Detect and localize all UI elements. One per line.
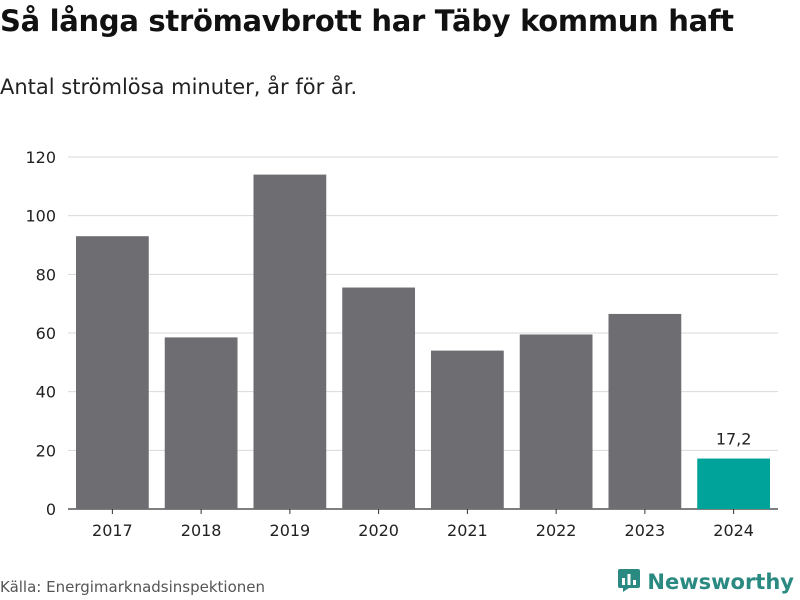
newsworthy-brand: Newsworthy	[617, 567, 794, 597]
bar-2018	[164, 337, 238, 509]
data-label: 17,2	[716, 430, 752, 449]
bar-chart: 0 20 40 60 80 100 120 2017 2018 2019 2020 2021 2022 2…	[25, 148, 778, 540]
newsworthy-logo-icon	[617, 567, 641, 597]
y-tick-label: 20	[36, 441, 56, 460]
x-tick-label: 2021	[447, 521, 488, 540]
bar-2017	[75, 236, 149, 509]
y-tick-label: 0	[46, 500, 56, 519]
y-tick-label: 80	[36, 265, 56, 284]
source-note: Källa: Energimarknadsinspektionen	[0, 578, 266, 596]
x-tick-label: 2022	[536, 521, 577, 540]
x-tick-label: 2020	[358, 521, 399, 540]
x-tick-label: 2024	[713, 521, 754, 540]
y-tick-label: 120	[25, 148, 56, 167]
bar-2019	[253, 174, 327, 509]
y-tick-label: 60	[36, 324, 56, 343]
x-tick-label: 2018	[181, 521, 222, 540]
bar-2022	[519, 334, 593, 509]
bar-2020	[342, 287, 416, 509]
brand-name: Newsworthy	[647, 570, 794, 594]
bar-2023	[608, 313, 682, 509]
labels: 0 20 40 60 80 100 120 2017 2018 2019 2020 2021 2022 2…	[25, 148, 754, 540]
bar-2024	[697, 458, 771, 509]
bar-2021	[430, 350, 504, 509]
x-tick-label: 2017	[92, 521, 133, 540]
y-tick-label: 40	[36, 383, 56, 402]
chart-title: Så långa strömavbrott har Täby kommun ha…	[0, 4, 734, 38]
bars	[75, 174, 771, 509]
x-tick-label: 2023	[625, 521, 666, 540]
y-tick-label: 100	[25, 207, 56, 226]
chart-subtitle: Antal strömlösa minuter, år för år.	[0, 75, 358, 99]
x-tick-label: 2019	[270, 521, 311, 540]
